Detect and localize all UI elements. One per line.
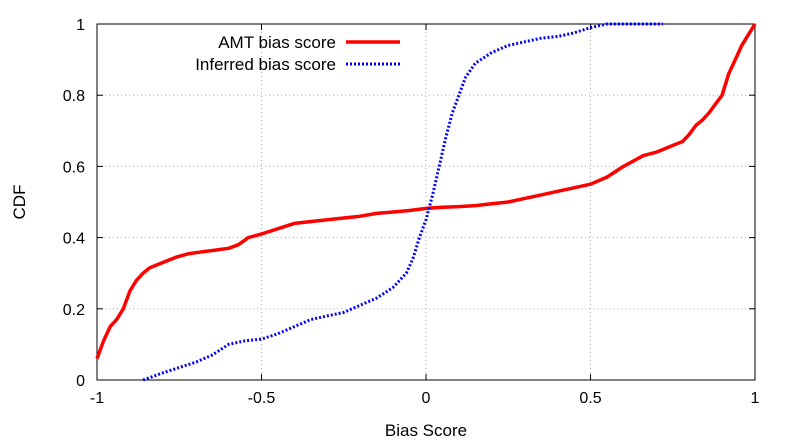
y-tick-label: 1 bbox=[76, 17, 85, 34]
x-axis-label: Bias Score bbox=[385, 421, 467, 440]
y-axis-label: CDF bbox=[10, 185, 29, 220]
axis-ticks: -1 -0.5 0 0.5 1 0 0.2 0.4 0.6 0.8 1 bbox=[63, 17, 760, 407]
x-tick-label: -1 bbox=[90, 390, 104, 407]
y-tick-label: 0.2 bbox=[63, 302, 85, 319]
y-tick-label: 0.6 bbox=[63, 159, 85, 176]
x-tick-label: -0.5 bbox=[248, 390, 276, 407]
x-tick-label: 1 bbox=[751, 390, 760, 407]
x-tick-label: 0 bbox=[422, 390, 431, 407]
amt-bias-score-line bbox=[95, 23, 757, 360]
legend-label: AMT bias score bbox=[218, 33, 336, 52]
y-tick-label: 0.4 bbox=[63, 231, 85, 248]
legend-label: Inferred bias score bbox=[195, 55, 336, 74]
plot-frame bbox=[96, 23, 756, 381]
legend: AMT bias score Inferred bias score bbox=[195, 33, 400, 74]
series-lines bbox=[95, 22, 757, 382]
inferred-bias-score-line bbox=[142, 22, 663, 382]
x-tick-label: 0.5 bbox=[579, 390, 601, 407]
y-tick-label: 0.8 bbox=[63, 88, 85, 105]
grid-lines bbox=[97, 24, 755, 380]
y-tick-label: 0 bbox=[76, 373, 85, 390]
